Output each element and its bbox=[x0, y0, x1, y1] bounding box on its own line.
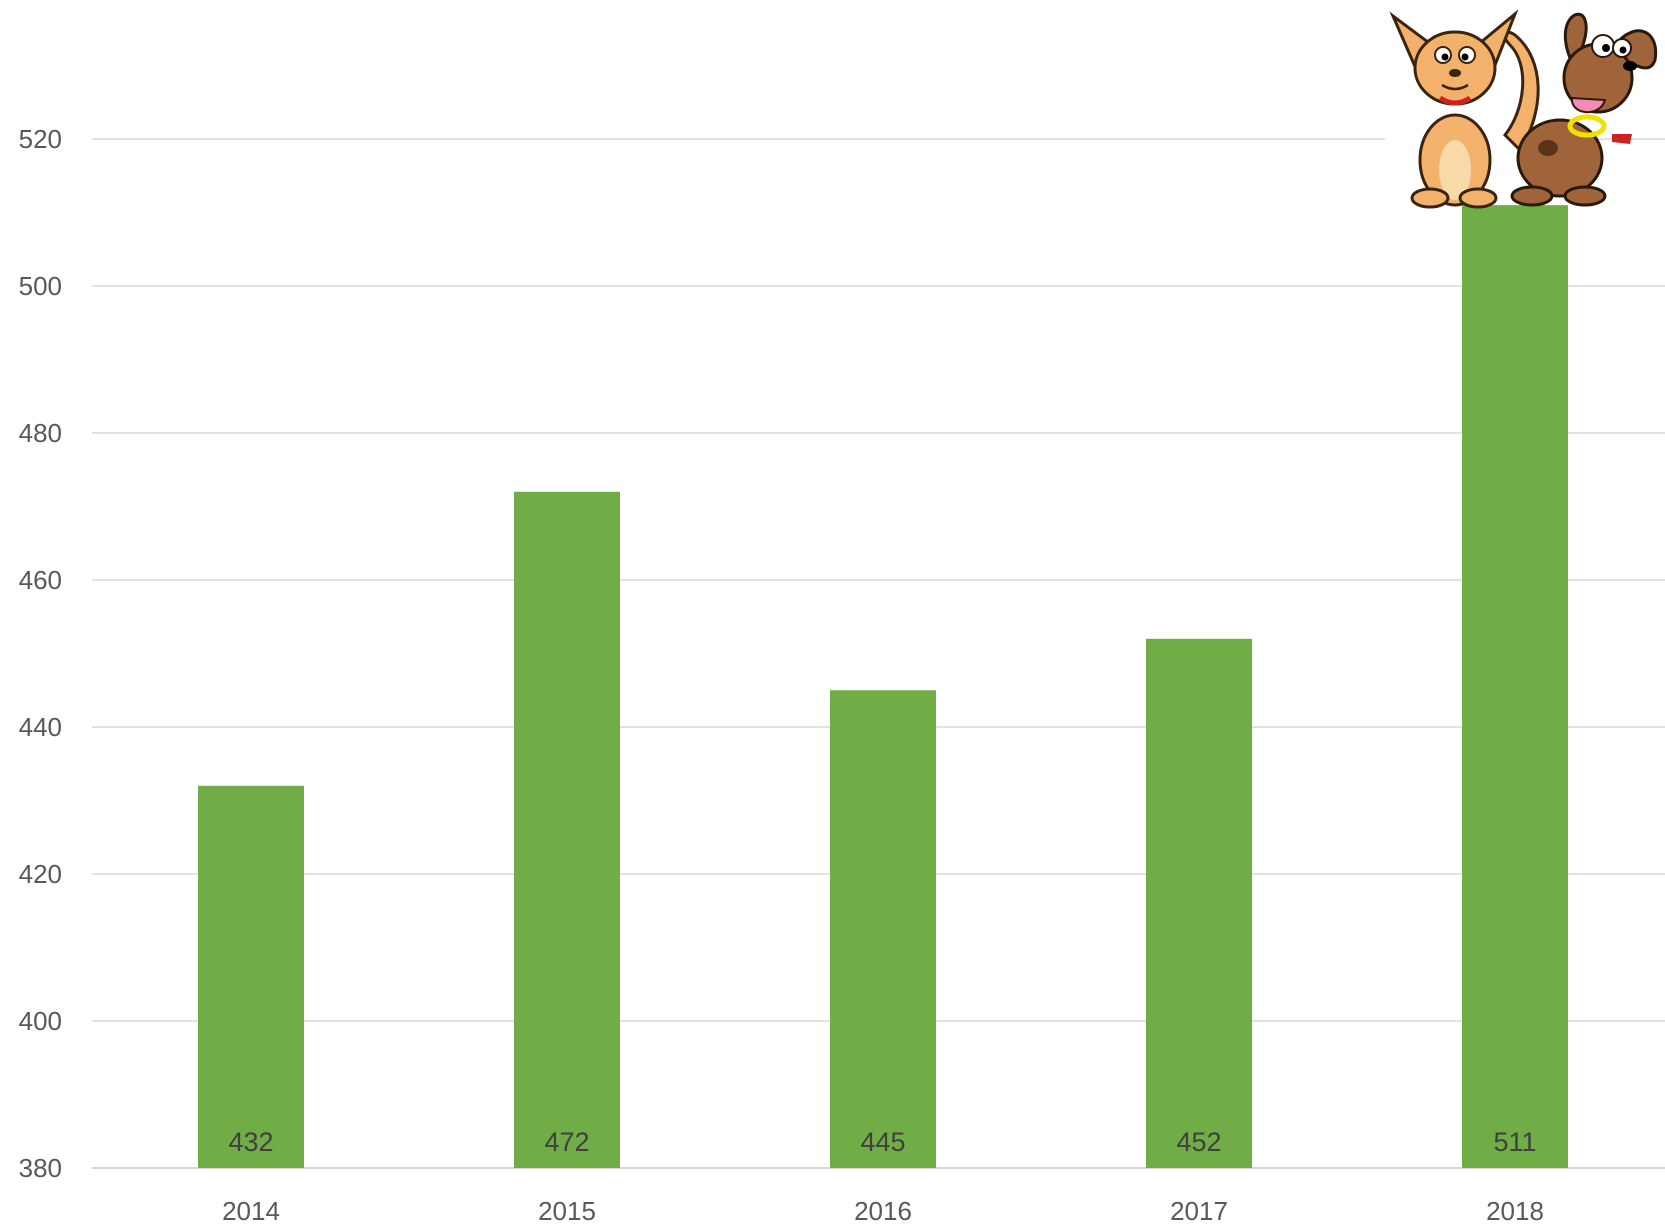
bars bbox=[198, 205, 1568, 1168]
y-tick-label: 400 bbox=[19, 1006, 62, 1036]
y-tick-label: 460 bbox=[19, 565, 62, 595]
x-tick-label: 2014 bbox=[222, 1196, 280, 1225]
bar-2014 bbox=[198, 785, 304, 1168]
x-axis-tick-labels: 2014 2015 2016 2017 2018 bbox=[222, 1196, 1544, 1225]
dog-icon bbox=[1510, 12, 1658, 207]
data-labels: 432 472 445 452 511 bbox=[228, 1127, 1536, 1157]
bar-2018 bbox=[1462, 205, 1568, 1168]
cat-icon bbox=[1389, 9, 1540, 209]
data-label-2016: 445 bbox=[860, 1127, 905, 1157]
y-tick-label: 420 bbox=[19, 859, 62, 889]
bar-2015 bbox=[514, 491, 620, 1168]
bar-2016 bbox=[830, 690, 936, 1168]
bar-2017 bbox=[1146, 638, 1252, 1168]
y-tick-label: 500 bbox=[19, 271, 62, 301]
y-tick-label: 440 bbox=[19, 712, 62, 742]
x-tick-label: 2017 bbox=[1170, 1196, 1228, 1225]
y-tick-label: 520 bbox=[19, 124, 62, 154]
data-label-2018: 511 bbox=[1493, 1127, 1536, 1157]
x-tick-label: 2015 bbox=[538, 1196, 596, 1225]
x-tick-label: 2018 bbox=[1486, 1196, 1544, 1225]
x-tick-label: 2016 bbox=[854, 1196, 912, 1225]
cat-and-dog-illustration bbox=[1385, 9, 1658, 209]
data-label-2015: 472 bbox=[544, 1127, 589, 1157]
y-axis-tick-labels: 380 400 420 440 460 480 500 520 bbox=[19, 124, 62, 1183]
y-tick-label: 380 bbox=[19, 1153, 62, 1183]
data-label-2014: 432 bbox=[228, 1127, 273, 1157]
data-label-2017: 452 bbox=[1176, 1127, 1221, 1157]
y-tick-label: 480 bbox=[19, 418, 62, 448]
